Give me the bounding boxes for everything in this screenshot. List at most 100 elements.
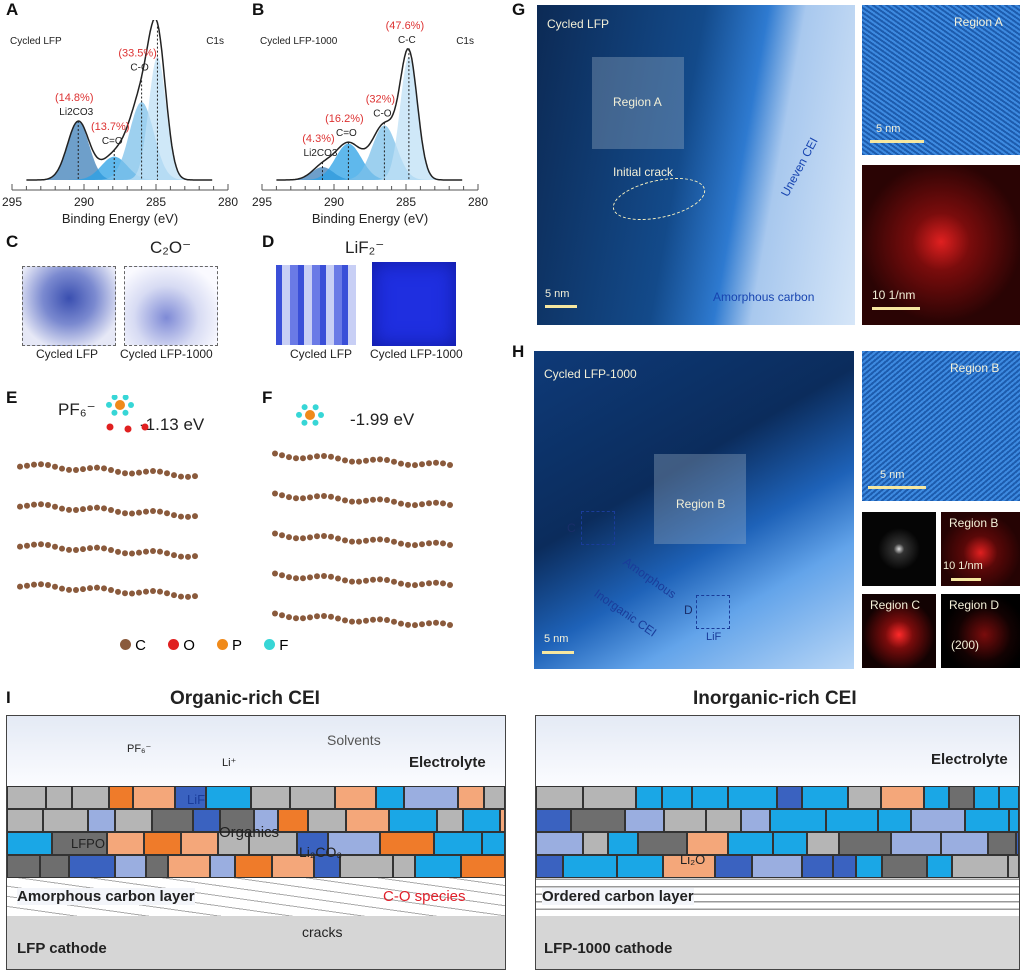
h-scale-bar [542,651,574,654]
cei-block [773,832,807,855]
cei-block [664,809,706,832]
c-ion-label: C₂O⁻ [150,238,192,257]
carbon-atom [108,466,114,473]
fluorine-atom [312,404,319,411]
x-tick-label: 295 [252,195,272,209]
carbon-atom [94,504,100,511]
carbon-atom [178,553,184,560]
graphite-layers-model [17,395,453,629]
inset-region-a-title: Region A [954,15,1003,29]
carbon-atom [426,580,432,587]
cei-block [770,809,826,832]
carbon-atom [447,621,453,628]
carbon-atom [24,502,30,509]
li-ion-label: Li⁺ [222,757,237,769]
carbon-atom [129,550,135,557]
xps-chart-a: Li2CO3(14.8%)C=O(13.7%)C-O(33.5%)C-C(38%… [2,20,238,226]
carbon-atom [94,464,100,471]
carbon-atom [349,618,355,625]
cei-block [40,855,69,878]
fluorine-atom [106,401,113,408]
lif-block-label: LiF [187,792,206,807]
carbon-atom [31,581,37,588]
tof-cube-c-lfp [22,266,116,346]
amorphous-label: Amorphous [620,554,679,602]
carbon-atom [24,582,30,589]
cei-block [144,832,181,855]
cei-block [7,832,52,855]
electrolyte-label: Electrolyte [409,754,486,771]
carbon-atom [24,542,30,549]
cei-block [882,855,927,878]
legend-item-o: O [168,637,195,654]
carbon-atom [17,503,23,510]
carbon-atom [171,592,177,599]
cei-block [728,786,777,809]
carbon-atom [440,540,446,547]
carbon-atom [377,456,383,463]
inorganic-cei-title: Inorganic-rich CEI [693,688,857,709]
cei-block [484,786,505,809]
fft-a-scale-label: 10 1/nm [872,288,916,302]
carbon-atom [272,450,278,457]
legend-item-p: P [216,637,242,654]
carbon-atom [300,575,306,582]
cei-block [251,786,290,809]
cei-block [69,855,115,878]
carbon-atom [363,497,369,504]
lfpo-block-label: LFPO [71,836,105,851]
carbon-atom [342,537,348,544]
carbon-atom [433,459,439,466]
carbon-atom [398,500,404,507]
inorganic-cei-label: Inorganic CEI [591,586,660,640]
carbon-atom [419,541,425,548]
envelope-fit-line [276,48,463,181]
carbon-atom [279,612,285,619]
carbon-atom [391,538,397,545]
peak-percent-label: (4.3%) [302,133,334,145]
region-d-label: D [684,603,693,617]
sample-label: Cycled LFP-1000 [260,36,338,47]
cei-block [752,855,802,878]
carbon-atom [363,617,369,624]
cei-block [878,809,911,832]
cei-block [988,832,1016,855]
region-a-box [592,57,684,149]
region-c-label: C [567,521,576,535]
carbon-atom [80,586,86,593]
carbon-atom [419,461,425,468]
carbon-atom [426,540,432,547]
carbon-atom [335,495,341,502]
envelope-fit-line [26,20,213,181]
cei-block [115,855,146,878]
carbon-atom [363,457,369,464]
carbon-atom [391,578,397,585]
carbon-atom [164,550,170,557]
fft-region-b: Region B 10 1/nm [941,512,1020,586]
cei-block [278,809,308,832]
fft-c-title: Region C [870,598,921,612]
cei-block [133,786,175,809]
tof-cube-d-lfp1000 [372,262,456,346]
carbon-atom [80,506,86,513]
peak-species-label: C=O [102,136,123,147]
cei-block [833,855,856,878]
cei-block [107,832,144,855]
carbon-atom [363,537,369,544]
carbon-atom [440,460,446,467]
cei-block [220,809,254,832]
cei-block [715,855,752,878]
carbon-atom [171,552,177,559]
cei-block [393,855,415,878]
cei-block [328,832,380,855]
carbon-atom [433,539,439,546]
carbon-atom [286,534,292,541]
cei-block [43,809,88,832]
carbon-atom [384,537,390,544]
carbon-atom [31,461,37,468]
carbon-atom [136,509,142,516]
carbon-atom [377,496,383,503]
core-level-label: C1s [456,36,474,47]
crack-ellipse [609,170,709,228]
carbon-atom [447,501,453,508]
